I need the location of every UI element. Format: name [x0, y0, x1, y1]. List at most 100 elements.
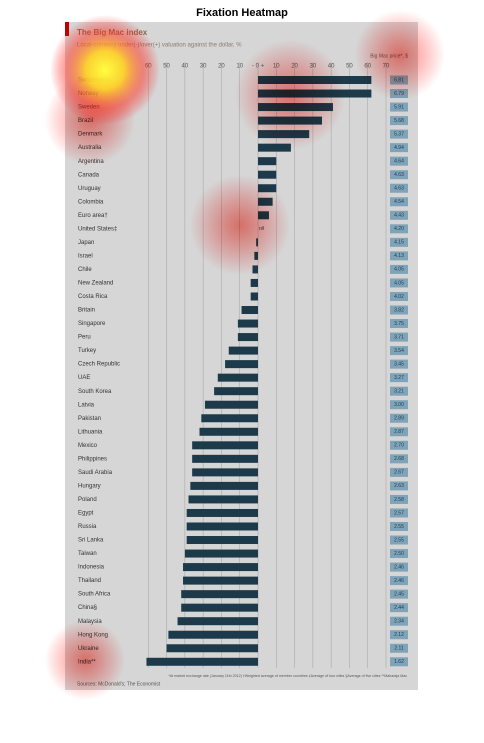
price-box	[390, 319, 408, 329]
category-label: South Africa	[78, 592, 111, 598]
price-label: 4.63	[394, 172, 404, 178]
chart-subtitle: Local-currency under(-)/over(+) valuatio…	[77, 43, 242, 49]
price-label: 5.68	[394, 118, 404, 124]
category-label: Poland	[78, 497, 97, 503]
bar	[241, 306, 258, 315]
bar	[168, 630, 258, 639]
bar	[181, 590, 258, 599]
price-box	[390, 657, 408, 667]
category-label: Mexico	[78, 443, 98, 449]
bar	[190, 481, 258, 490]
price-box	[390, 251, 408, 261]
price-box	[390, 278, 408, 288]
price-label: 2.63	[394, 483, 404, 489]
bar	[186, 522, 258, 531]
price-label: 4.43	[394, 213, 404, 219]
bar	[184, 549, 258, 558]
price-box	[390, 305, 408, 315]
category-label: Hungary	[78, 483, 101, 489]
category-label: Sri Lanka	[78, 538, 104, 544]
price-label: 2.50	[394, 551, 404, 557]
price-label: 3.21	[394, 389, 404, 395]
price-box	[390, 170, 408, 180]
x-tick-label: 50	[346, 64, 353, 70]
price-label: 3.00	[394, 402, 404, 408]
price-label: 2.68	[394, 456, 404, 462]
price-label: 3.54	[394, 348, 404, 354]
bar	[250, 292, 258, 301]
price-box	[390, 454, 408, 464]
bar	[258, 157, 277, 166]
price-label: 3.27	[394, 375, 404, 381]
price-label: 2.89	[394, 416, 404, 422]
price-box	[390, 616, 408, 626]
price-box	[390, 359, 408, 369]
category-label: Latvia	[78, 402, 95, 408]
price-box	[390, 562, 408, 572]
price-label: 4.15	[394, 240, 404, 246]
category-label: Egypt	[78, 511, 94, 517]
x-tick-label: 10	[236, 64, 243, 70]
bar	[181, 603, 258, 612]
price-label: 3.75	[394, 321, 404, 327]
category-label: Costa Rica	[78, 294, 108, 300]
price-box	[390, 413, 408, 423]
price-label: 3.82	[394, 307, 404, 313]
price-box	[390, 535, 408, 545]
bar	[225, 360, 258, 369]
bar	[166, 644, 258, 653]
heat-spot	[235, 40, 345, 150]
category-label: Euro area†	[78, 213, 108, 219]
price-box	[390, 291, 408, 301]
category-label: Canada	[78, 172, 100, 178]
price-label: 2.12	[394, 632, 404, 638]
price-label: 2.46	[394, 564, 404, 570]
category-label: Thailand	[78, 578, 101, 584]
bar	[258, 170, 277, 179]
price-box	[390, 102, 408, 112]
category-label: Philippines	[78, 456, 107, 462]
price-label: 4.05	[394, 280, 404, 286]
x-tick-label: 50	[163, 64, 170, 70]
price-label: 2.70	[394, 443, 404, 449]
price-box	[390, 156, 408, 166]
price-label: 4.13	[394, 253, 404, 259]
price-label: 5.37	[394, 131, 404, 137]
footnote: *At market exchange rate (January 11th 2…	[168, 674, 407, 678]
category-label: Uruguay	[78, 186, 101, 192]
bar	[217, 373, 258, 382]
bar	[199, 427, 258, 436]
price-label: 4.05	[394, 267, 404, 273]
heat-spot	[50, 15, 160, 125]
bar	[186, 508, 258, 517]
price-box	[390, 386, 408, 396]
bar	[192, 454, 258, 463]
price-box	[390, 589, 408, 599]
price-label: 2.11	[394, 646, 404, 652]
bar	[237, 333, 258, 342]
bar	[201, 414, 258, 423]
bar	[192, 468, 258, 477]
price-box	[390, 481, 408, 491]
price-label: 4.20	[394, 226, 404, 232]
heat-spot	[190, 175, 290, 275]
price-label: 2.57	[394, 510, 404, 516]
price-box	[390, 237, 408, 247]
page-title: Fixation Heatmap	[196, 7, 288, 19]
category-label: Indonesia	[78, 565, 105, 571]
category-label: Turkey	[78, 348, 96, 354]
category-label: United States‡	[78, 226, 117, 232]
price-label: 2.55	[394, 537, 404, 543]
category-label: Israel	[78, 253, 93, 259]
bar	[250, 278, 258, 287]
price-box	[390, 197, 408, 207]
price-label: 2.58	[394, 497, 404, 503]
category-label: China§	[78, 605, 97, 611]
price-label: 2.44	[394, 605, 404, 611]
price-box	[390, 643, 408, 653]
category-label: Czech Republic	[78, 362, 120, 368]
price-box	[390, 116, 408, 126]
price-label: 4.64	[394, 159, 404, 165]
category-label: UAE	[78, 375, 90, 381]
